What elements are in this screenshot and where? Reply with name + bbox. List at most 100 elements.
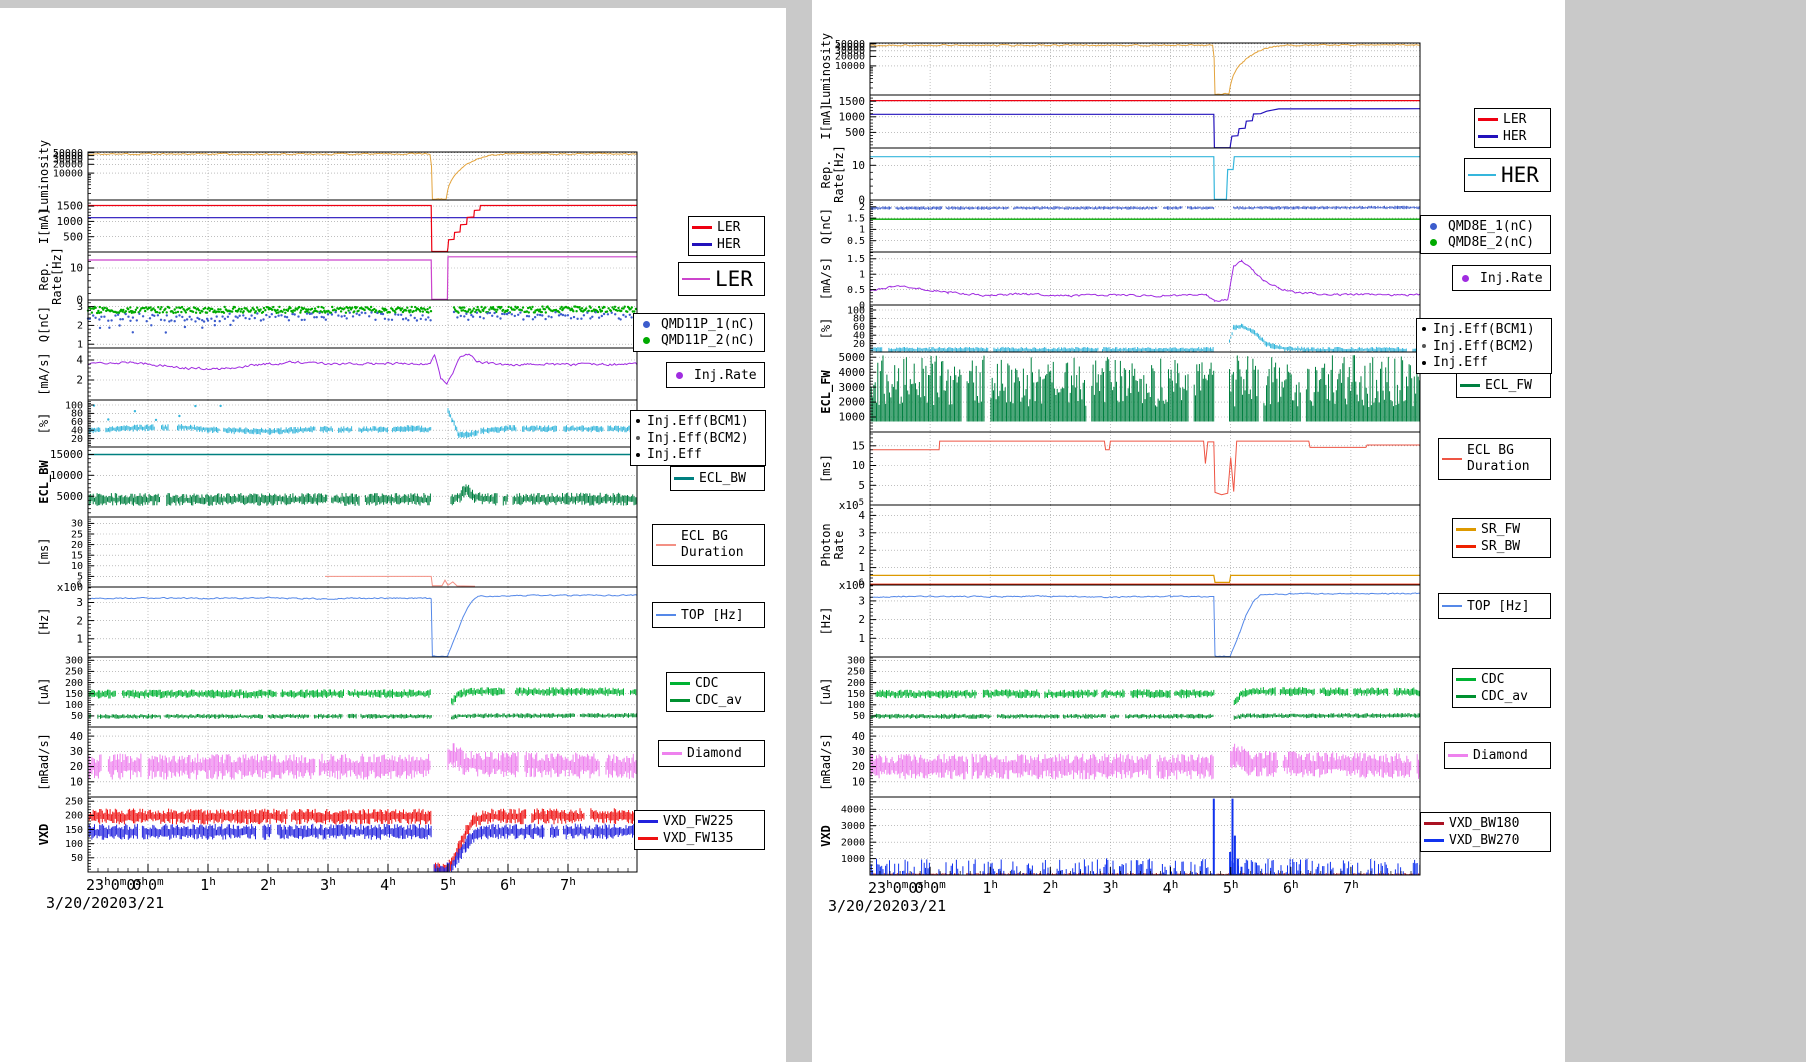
svg-text:30000: 30000 — [835, 46, 865, 57]
svg-text:1000: 1000 — [57, 215, 84, 228]
svg-text:3000: 3000 — [839, 381, 866, 394]
svg-text:0: 0 — [76, 294, 83, 307]
svg-text:Rep.: Rep. — [819, 160, 833, 189]
svg-text:500: 500 — [63, 230, 83, 243]
svg-text:3: 3 — [77, 302, 83, 313]
svg-text:0: 0 — [77, 582, 83, 593]
svg-text:0.5: 0.5 — [847, 285, 865, 296]
svg-text:250: 250 — [847, 667, 865, 678]
svg-text:Rep.: Rep. — [37, 262, 51, 291]
svg-text:4h: 4h — [380, 875, 396, 894]
svg-text:1h: 1h — [200, 875, 216, 894]
svg-text:Luminosity: Luminosity — [819, 33, 833, 105]
svg-text:3000: 3000 — [841, 821, 865, 832]
svg-text:2h: 2h — [260, 875, 276, 894]
svg-text:100: 100 — [847, 700, 865, 711]
svg-text:[ms]: [ms] — [37, 538, 51, 567]
svg-text:4h: 4h — [1163, 878, 1179, 897]
svg-text:5h: 5h — [1223, 878, 1239, 897]
svg-text:2000: 2000 — [841, 838, 865, 849]
svg-text:0: 0 — [859, 300, 865, 311]
svg-text:3h: 3h — [1103, 878, 1119, 897]
svg-text:2: 2 — [859, 202, 865, 213]
subplot-diamond: 40 30 20 10 [mRad/s] — [819, 726, 1421, 798]
svg-text:50000: 50000 — [53, 148, 83, 159]
svg-text:10: 10 — [852, 775, 865, 788]
svg-text:40: 40 — [853, 331, 865, 342]
svg-text:300: 300 — [847, 656, 865, 667]
svg-text:2000: 2000 — [839, 396, 866, 409]
svg-text:200: 200 — [65, 678, 83, 689]
svg-text:50000: 50000 — [835, 39, 865, 50]
svg-text:10: 10 — [852, 459, 865, 472]
svg-text:3/20/2020: 3/20/2020 — [46, 894, 127, 912]
svg-text:30000: 30000 — [53, 155, 83, 166]
svg-text:20: 20 — [71, 434, 83, 445]
svg-text:150: 150 — [65, 689, 83, 700]
svg-text:40000: 40000 — [835, 42, 865, 53]
svg-text:Rate: Rate — [832, 531, 846, 560]
svg-text:0: 0 — [858, 194, 865, 207]
svg-text:150: 150 — [847, 689, 865, 700]
svg-text:[mRad/s]: [mRad/s] — [37, 733, 51, 791]
svg-text:0h0m: 0h0m — [914, 878, 946, 897]
svg-text:x106: x106 — [57, 580, 82, 594]
svg-text:[mA/s]: [mA/s] — [819, 257, 833, 300]
svg-text:60: 60 — [71, 417, 83, 428]
svg-text:15: 15 — [71, 551, 83, 562]
svg-text:6h: 6h — [500, 875, 516, 894]
svg-text:10: 10 — [70, 775, 83, 788]
svg-text:300: 300 — [65, 656, 83, 667]
svg-text:20: 20 — [71, 540, 83, 551]
svg-text:3: 3 — [858, 595, 865, 608]
svg-text:1: 1 — [858, 632, 865, 645]
svg-text:5: 5 — [77, 572, 83, 583]
svg-text:1.5: 1.5 — [847, 254, 865, 265]
svg-text:10000: 10000 — [50, 469, 83, 482]
svg-text:30: 30 — [852, 745, 865, 758]
svg-text:1: 1 — [859, 225, 865, 236]
svg-text:[Hz]: [Hz] — [37, 608, 51, 637]
svg-text:4: 4 — [76, 354, 83, 367]
svg-text:10000: 10000 — [835, 61, 865, 72]
svg-text:3/21: 3/21 — [128, 894, 164, 912]
svg-text:ECL_FW: ECL_FW — [819, 370, 834, 414]
svg-text:80: 80 — [71, 409, 83, 420]
svg-text:20: 20 — [853, 339, 865, 350]
svg-text:40: 40 — [70, 730, 83, 743]
svg-text:7h: 7h — [560, 875, 576, 894]
svg-text:10000: 10000 — [53, 168, 83, 179]
svg-text:100: 100 — [65, 700, 83, 711]
svg-text:1000: 1000 — [839, 111, 866, 124]
svg-text:30: 30 — [71, 519, 83, 530]
svg-text:0: 0 — [858, 579, 865, 592]
svg-text:4000: 4000 — [841, 805, 865, 816]
svg-text:200: 200 — [847, 678, 865, 689]
svg-text:1h: 1h — [982, 878, 998, 897]
svg-text:50: 50 — [71, 853, 83, 864]
svg-text:20000: 20000 — [835, 52, 865, 63]
svg-text:250: 250 — [65, 797, 83, 808]
svg-text:Rate[Hz]: Rate[Hz] — [832, 145, 846, 203]
svg-text:1: 1 — [859, 270, 865, 281]
svg-text:5: 5 — [858, 479, 865, 492]
svg-text:VXD: VXD — [37, 824, 51, 846]
svg-text:[ms]: [ms] — [819, 454, 833, 483]
svg-text:25: 25 — [71, 529, 83, 540]
svg-text:Q[nC]: Q[nC] — [819, 208, 833, 244]
svg-text:60: 60 — [853, 322, 865, 333]
svg-text:1.5: 1.5 — [847, 213, 865, 224]
svg-text:20000: 20000 — [53, 160, 83, 171]
svg-text:40: 40 — [71, 426, 83, 437]
svg-text:100: 100 — [65, 839, 83, 850]
svg-text:3/21: 3/21 — [910, 897, 946, 915]
svg-text:3: 3 — [858, 527, 865, 540]
svg-text:23h0m0s: 23h0m0s — [868, 878, 924, 897]
svg-text:40000: 40000 — [53, 151, 83, 162]
svg-text:2h: 2h — [1042, 878, 1058, 897]
svg-text:3h: 3h — [320, 875, 336, 894]
